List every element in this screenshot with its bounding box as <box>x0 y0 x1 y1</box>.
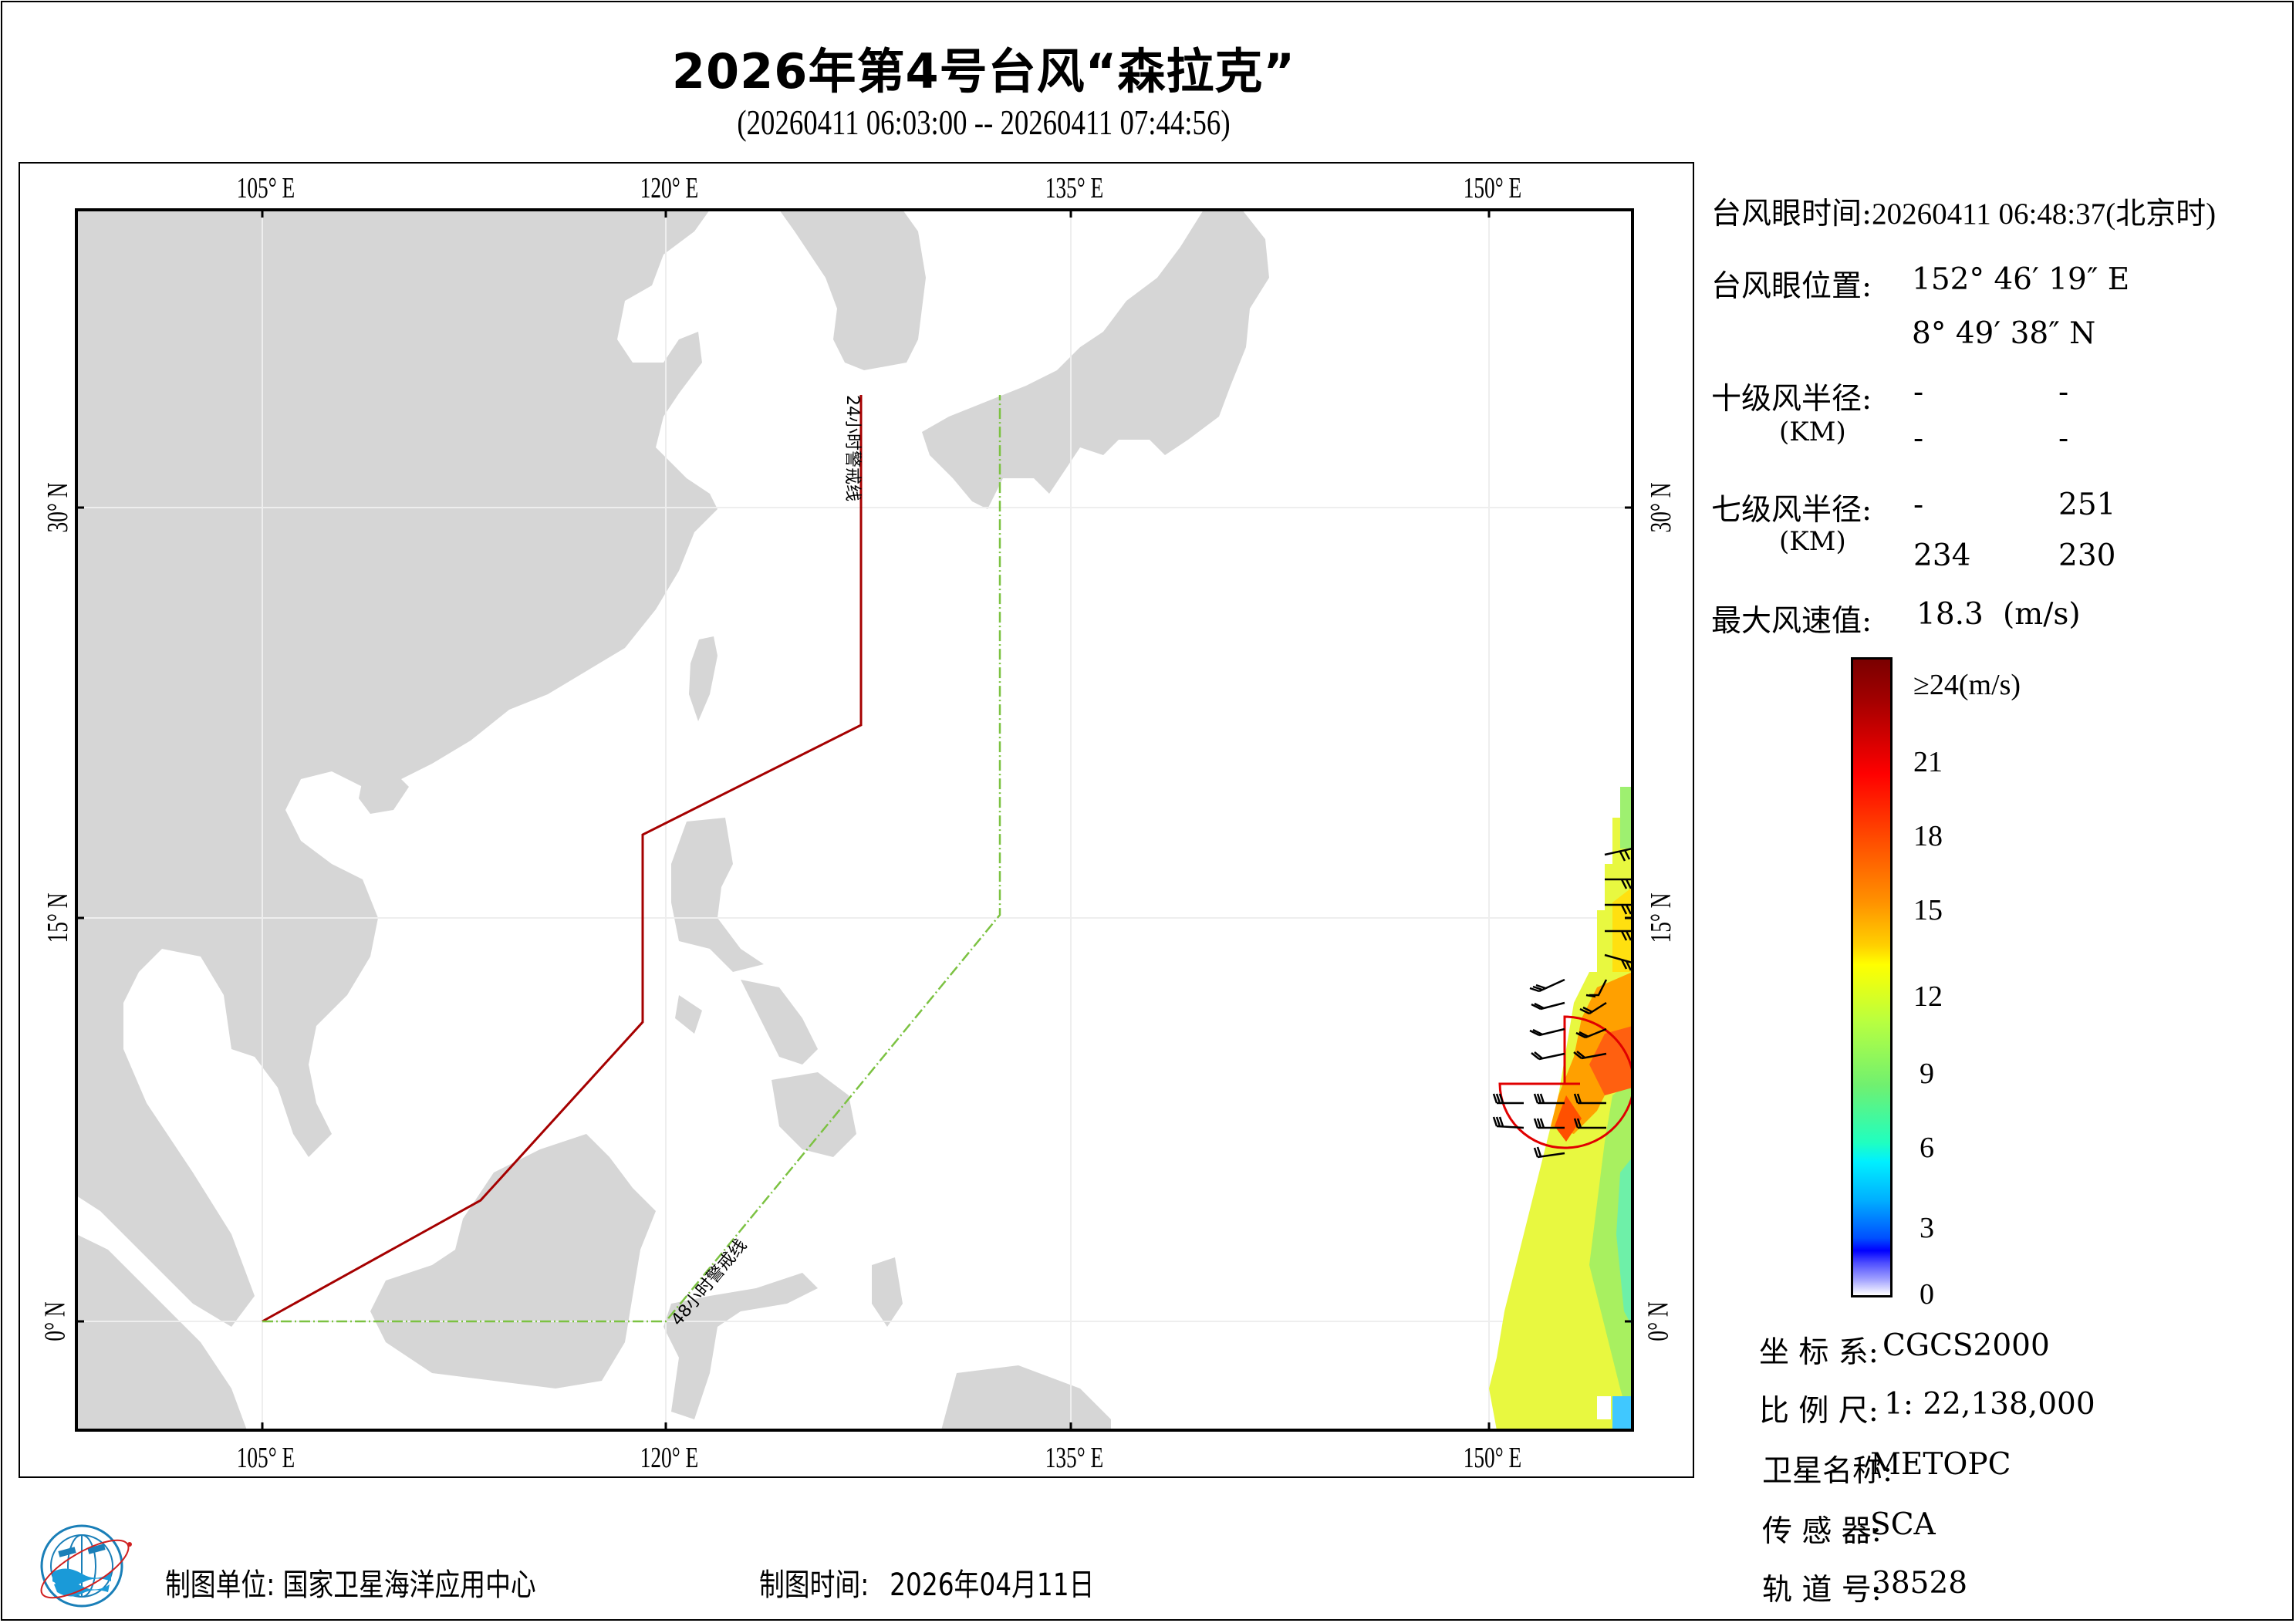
lon-label-bottom-105: 105° E <box>236 1442 295 1474</box>
land-korea <box>779 210 926 370</box>
warning-line-24h <box>262 395 863 1323</box>
grade7-se: 251 <box>2058 488 2116 522</box>
sensor-label: 传 感 器: <box>1762 1514 1882 1549</box>
page-title: 2026年第4号台风“森拉克” <box>671 43 1296 100</box>
colorbar-label-24: ≥24(m/s) <box>1913 669 2021 701</box>
grade7-unit: (KM) <box>1779 526 1846 557</box>
coord-system-value: CGCS2000 <box>1882 1328 2050 1363</box>
warning-line-48h <box>262 395 1001 1323</box>
wind-barbs <box>1492 847 1633 1159</box>
land-taiwan <box>689 636 718 721</box>
satellite-label: 卫星名称: <box>1762 1454 1893 1489</box>
production-date-value: 2026年04月11日 <box>890 1567 1095 1603</box>
grade10-ne: - <box>1913 375 1924 410</box>
lat-label-left-15: 15° N <box>42 892 75 943</box>
producer-value: 国家卫星海洋应用中心 <box>282 1567 536 1603</box>
axis-ticks <box>76 210 1633 1430</box>
map-frame <box>19 162 1694 1478</box>
land-japan <box>922 210 1269 509</box>
map-border <box>75 208 1634 1432</box>
land-philippines-south <box>675 980 856 1157</box>
lon-label-bottom-135: 135° E <box>1045 1442 1104 1474</box>
orbit-value: 38528 <box>1872 1566 1968 1601</box>
eye-longitude: 152° 46′ 19″ E <box>1912 262 2130 297</box>
lon-label-top-135: 135° E <box>1045 172 1104 204</box>
grade10-se: - <box>2058 375 2069 410</box>
grade10-nw: - <box>1913 421 1924 456</box>
lat-label-right-30: 30° N <box>1645 482 1678 533</box>
colorbar-label-9: 9 <box>1920 1058 1934 1090</box>
lat-label-left-30: 30° N <box>42 482 75 533</box>
land-sulawesi <box>663 1273 818 1419</box>
max-wind-value: 18.3 <box>1916 597 1984 632</box>
lon-label-top-105: 105° E <box>236 172 295 204</box>
graticule <box>76 210 1633 1430</box>
grade10-radius-label: 十级风半径: <box>1711 382 1872 417</box>
production-date-label: 制图时间: <box>759 1567 869 1603</box>
eye-time-label: 台风眼时间: <box>1711 197 1872 231</box>
eye-time-row: 台风眼时间:20260411 06:48:37(北京时) <box>1711 190 2216 233</box>
satellite-value: METOPC <box>1870 1447 2011 1482</box>
eye-latitude: 8° 49′ 38″ N <box>1912 316 2096 351</box>
orbit-label: 轨 道 号: <box>1762 1573 1882 1608</box>
lon-label-bottom-150: 150° E <box>1463 1442 1522 1474</box>
producer-row: 制图单位: 国家卫星海洋应用中心 <box>165 1560 536 1604</box>
land-luzon <box>671 818 764 972</box>
colorbar-label-6: 6 <box>1920 1132 1934 1164</box>
land-halmahera <box>872 1257 1111 1430</box>
land-hainan <box>359 771 409 814</box>
grade10-unit: (KM) <box>1779 417 1846 447</box>
warning-line-24h-label: 24小时警戒线 <box>842 395 862 501</box>
colorbar-label-0: 0 <box>1920 1278 1934 1311</box>
colorbar-label-3: 3 <box>1920 1212 1934 1244</box>
land-borneo <box>370 1134 656 1388</box>
lon-label-top-120: 120° E <box>640 172 699 204</box>
observation-time-range: (20260411 06:03:00 -- 20260411 07:44:56) <box>737 103 1231 142</box>
scale-value: 1: 22,138,000 <box>1884 1387 2095 1422</box>
producer-label: 制图单位: <box>165 1567 275 1603</box>
coord-system-label: 坐 标 系: <box>1759 1335 1879 1370</box>
max-wind-label: 最大风速值: <box>1711 604 1872 639</box>
grade7-sw: 230 <box>2058 538 2116 573</box>
lat-label-right-15: 15° N <box>1645 892 1678 943</box>
colorbar-label-15: 15 <box>1913 894 1943 926</box>
colorbar-label-18: 18 <box>1913 820 1943 852</box>
lat-label-left-0: 0° N <box>39 1301 72 1341</box>
colorbar-label-12: 12 <box>1913 980 1943 1013</box>
production-date-row: 制图时间: 2026年04月11日 <box>759 1560 1094 1604</box>
nsoas-logo-icon <box>40 1524 132 1608</box>
max-wind-unit: (m/s) <box>2003 597 2081 632</box>
eye-time-value: 20260411 06:48:37(北京时) <box>1872 197 2217 231</box>
lat-label-right-0: 0° N <box>1642 1301 1675 1341</box>
land-sumatra <box>76 1234 247 1430</box>
eye-position-label: 台风眼位置: <box>1711 269 1872 304</box>
grade10-sw: - <box>2058 421 2069 456</box>
colorbar-label-21: 21 <box>1913 746 1943 778</box>
grade7-ne: - <box>1913 488 1924 522</box>
grade7-nw: 234 <box>1913 538 1971 573</box>
land-mainland-asia <box>76 210 718 1327</box>
sensor-value: SCA <box>1870 1507 1936 1542</box>
wind-speed-colorbar <box>1851 657 1893 1297</box>
wind-speed-swath <box>1489 787 1633 1430</box>
lon-label-bottom-120: 120° E <box>640 1442 699 1474</box>
lon-label-top-150: 150° E <box>1463 172 1522 204</box>
scale-label: 比 例 尺: <box>1759 1394 1879 1429</box>
grade7-radius-label: 七级风半径: <box>1711 493 1872 528</box>
